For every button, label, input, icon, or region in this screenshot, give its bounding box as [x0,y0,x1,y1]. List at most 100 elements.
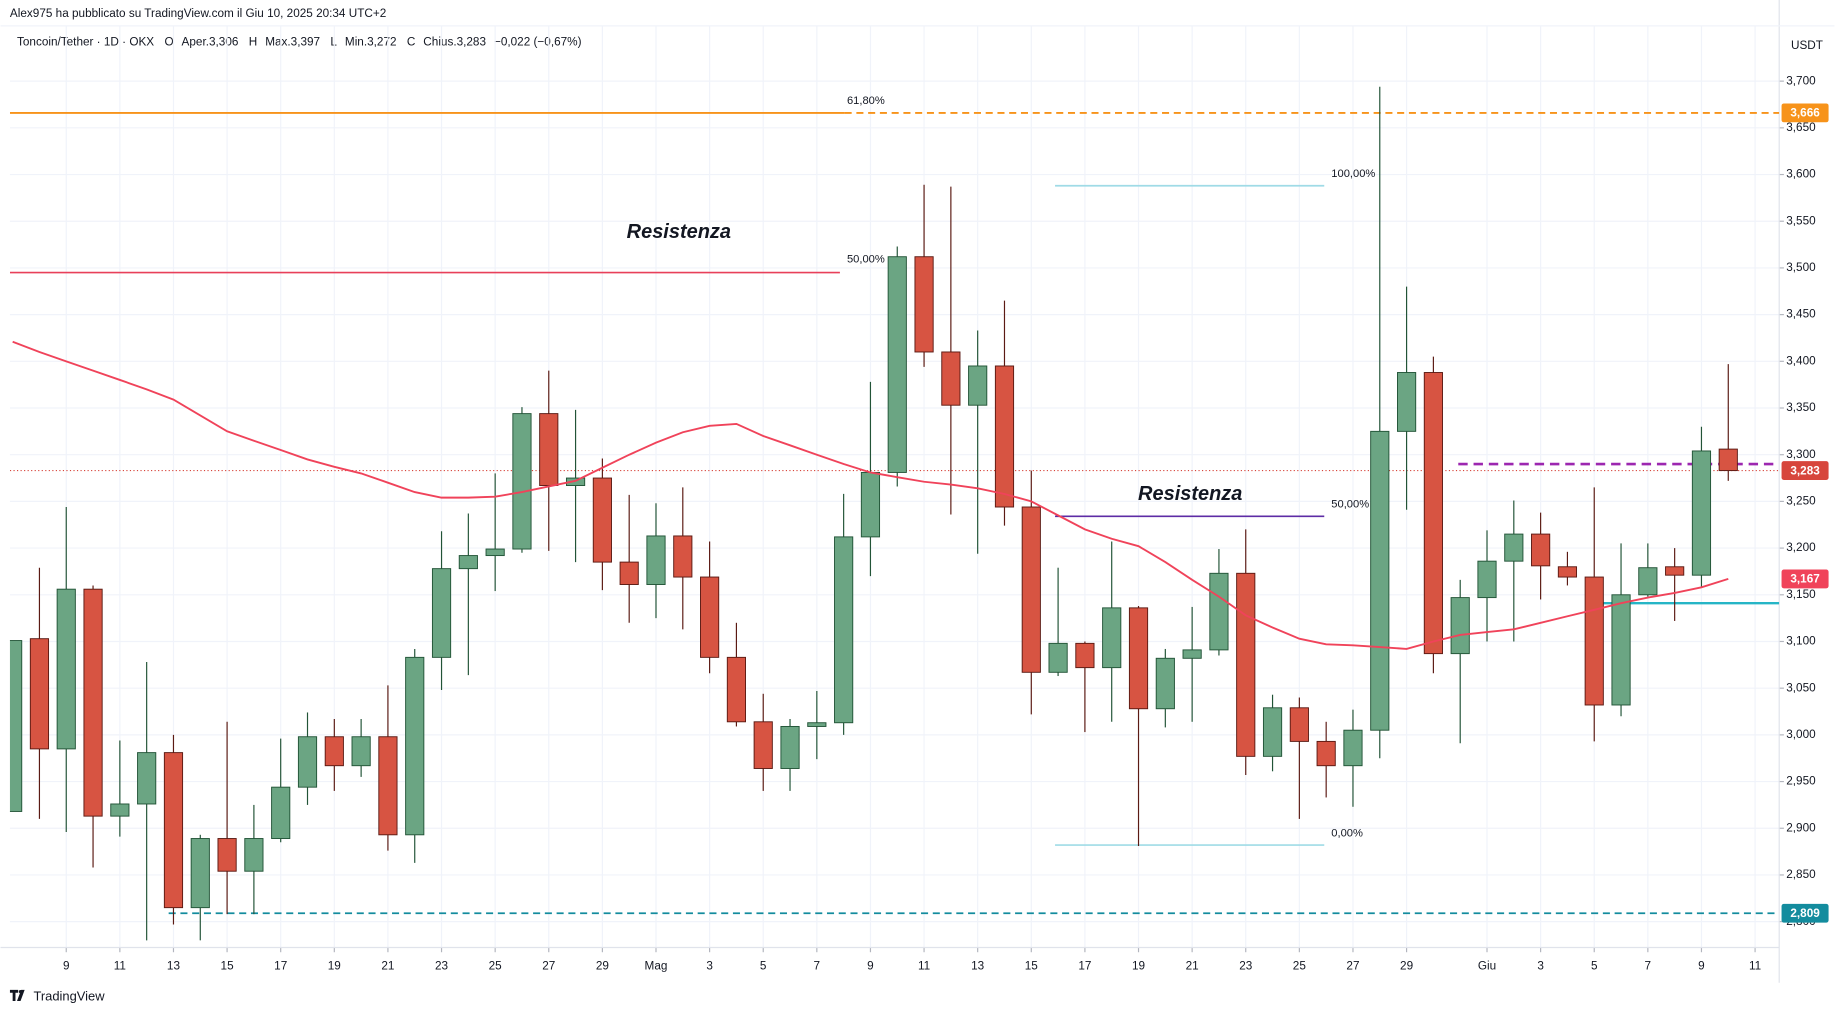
candle-body [485,548,505,557]
legend-symbol: Toncoin/Tether · 1D · OKX [17,35,154,48]
x-tick-label: 17 [1078,959,1091,972]
level-label: 100,00% [1331,168,1375,180]
x-tick-label: 29 [1400,959,1413,972]
candle-body [1397,372,1417,432]
legend-c: C [407,35,416,48]
x-tick-label: 15 [1025,959,1039,972]
candle-body [324,736,344,767]
candle-body [1343,729,1363,767]
candle-body [137,752,157,805]
x-tick-label: 9 [867,959,874,972]
candle-body [753,721,773,769]
price-tag [1781,103,1829,123]
x-tick-label: 27 [1346,959,1359,972]
candle-body [994,365,1015,508]
x-tick-label: 21 [1186,959,1199,972]
candle-body [834,536,854,724]
candle-body [1370,430,1390,731]
candle-body [700,576,720,658]
y-tick-label: 3,350 [1786,401,1816,414]
candle-body [1155,657,1175,710]
y-tick-label: 3,400 [1786,354,1816,367]
legend-change: −0,022 (−0,67%) [494,35,582,48]
price-tag-label: 3,167 [1790,573,1820,586]
y-tick-label: 3,250 [1786,495,1816,508]
candle-body [968,365,988,406]
price-tag [1781,461,1829,480]
y-tick-label: 3,650 [1786,121,1816,134]
candle-body [458,555,478,570]
candle-body [1209,572,1229,651]
footer: TradingView [9,988,105,1003]
candle-body [887,256,907,473]
candle-body [860,471,881,538]
x-tick-label: 7 [1645,959,1652,972]
x-tick-label: 23 [435,959,449,972]
x-tick-label: 7 [814,959,821,972]
legend-open: Aper.3,306 [182,35,239,48]
currency-label: USDT [1791,39,1823,52]
x-tick-label: 11 [918,959,930,972]
price-tag [1781,569,1829,589]
x-tick-label: 13 [167,959,181,972]
candle-body [673,535,693,578]
candle-body [780,725,800,769]
candle-body [914,256,934,353]
candle-body [1584,576,1604,706]
candle-body [539,413,559,486]
y-tick-label: 2,950 [1786,775,1816,788]
candle-body [56,588,76,750]
candle-body [83,588,103,817]
candle-body [110,803,130,817]
annotation: Resistenza [1138,483,1242,505]
price-tag-label: 2,809 [1790,907,1820,920]
moving-average [12,340,1729,650]
candle-body [1450,597,1470,655]
candle-body [726,656,747,723]
candle-body [1691,450,1712,576]
y-tick-label: 3,200 [1786,541,1816,554]
y-tick-label: 3,050 [1786,681,1816,694]
candle-body [1236,572,1256,757]
footer-text: TradingView [33,988,105,1003]
y-tick-label: 3,100 [1786,635,1816,648]
x-tick-label: 3 [1537,959,1544,972]
candle-body [1048,642,1068,673]
x-tick-label: 9 [1698,959,1705,972]
candle-body [217,838,237,872]
annotation: Resistenza [627,221,731,243]
y-tick-label: 3,300 [1786,448,1816,461]
legend-o: O [164,35,173,48]
candle-body [163,752,184,909]
candle-body [1531,533,1551,567]
candle-body [351,736,371,767]
candle-body [431,568,452,658]
y-tick-label: 3,500 [1786,261,1816,274]
level-label: 50,00% [847,254,885,266]
y-tick-label: 2,900 [1786,821,1816,834]
x-tick-label: 5 [1591,959,1598,972]
x-tick-label: 25 [489,959,503,972]
candle-body [646,535,666,585]
x-tick-label: Mag [645,959,668,972]
candle-body [1316,740,1336,767]
candle-body [378,736,398,836]
candle-body [271,786,291,840]
candle-body [512,413,532,550]
candle-body [190,838,210,909]
x-tick-label: 15 [221,959,235,972]
candle-body [807,722,827,727]
x-tick-label: 17 [274,959,287,972]
legend-high: Max.3,397 [265,35,320,48]
x-tick-label: 19 [1132,959,1145,972]
price-tag-label: 3,283 [1790,464,1820,477]
candle-body [1557,566,1578,578]
x-tick-label: 11 [114,959,126,972]
x-tick-label: 21 [381,959,394,972]
x-tick-label: Giu [1478,959,1496,972]
legend-h: H [249,35,258,48]
y-tick-label: 3,700 [1786,74,1816,87]
candle-body [1289,707,1309,742]
x-tick-label: 9 [63,959,70,972]
